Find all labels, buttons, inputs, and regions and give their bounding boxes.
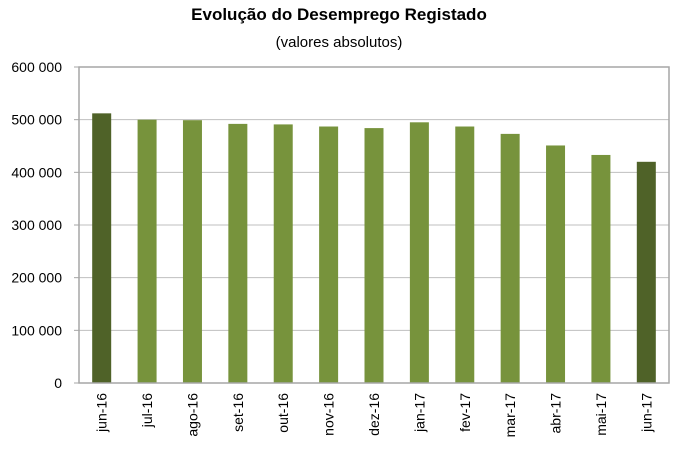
bar-jan-17	[409, 122, 429, 384]
y-tick-label: 400 000	[11, 164, 62, 180]
y-tick-label: 100 000	[11, 322, 62, 338]
x-tick-label: fev-17	[457, 393, 473, 432]
y-tick-label: 300 000	[11, 217, 62, 233]
bar-jul-16	[137, 119, 157, 384]
x-tick-label: abr-17	[548, 393, 564, 434]
x-tick-label: jul-16	[139, 393, 155, 428]
x-tick-label: dez-16	[366, 393, 382, 436]
bar-mai-17	[591, 154, 611, 383]
bar-set-16	[228, 123, 248, 383]
x-tick-label: ago-16	[184, 393, 200, 437]
y-tick-label: 600 000	[11, 59, 62, 75]
y-tick-label: 200 000	[11, 270, 62, 286]
x-tick-label: out-16	[275, 393, 291, 433]
bar-out-16	[273, 124, 293, 383]
bars	[92, 113, 656, 384]
bar-nov-16	[319, 126, 339, 383]
bar-jun-17	[636, 161, 656, 383]
bar-mar-17	[500, 133, 520, 383]
bar-fev-17	[455, 126, 475, 383]
x-axis-ticks: jun-16 jul-16 ago-16 set-16 out-16 nov-16 dez-…	[94, 393, 655, 438]
y-tick-label: 500 000	[11, 112, 62, 128]
bar-ago-16	[182, 120, 202, 384]
chart-title: Evolução do Desemprego Registado	[191, 5, 487, 24]
x-tick-label: nov-16	[321, 393, 337, 436]
x-tick-label: set-16	[230, 393, 246, 432]
x-tick-label: mai-17	[593, 393, 609, 436]
bar-abr-17	[546, 145, 566, 383]
bar-jun-16	[92, 113, 112, 383]
x-tick-label: jun-17	[638, 393, 654, 433]
x-tick-label: mar-17	[502, 393, 518, 438]
bar-dez-16	[364, 128, 384, 383]
x-tick-label: jan-17	[411, 393, 427, 433]
y-axis-ticks: 0 100 000 200 000 300 000 400 000 500 000 600 …	[11, 59, 62, 391]
chart-subtitle: (valores absolutos)	[275, 34, 403, 51]
x-tick-label: jun-16	[94, 393, 110, 433]
plot-frame	[74, 66, 670, 384]
y-tick-label: 0	[54, 375, 62, 391]
